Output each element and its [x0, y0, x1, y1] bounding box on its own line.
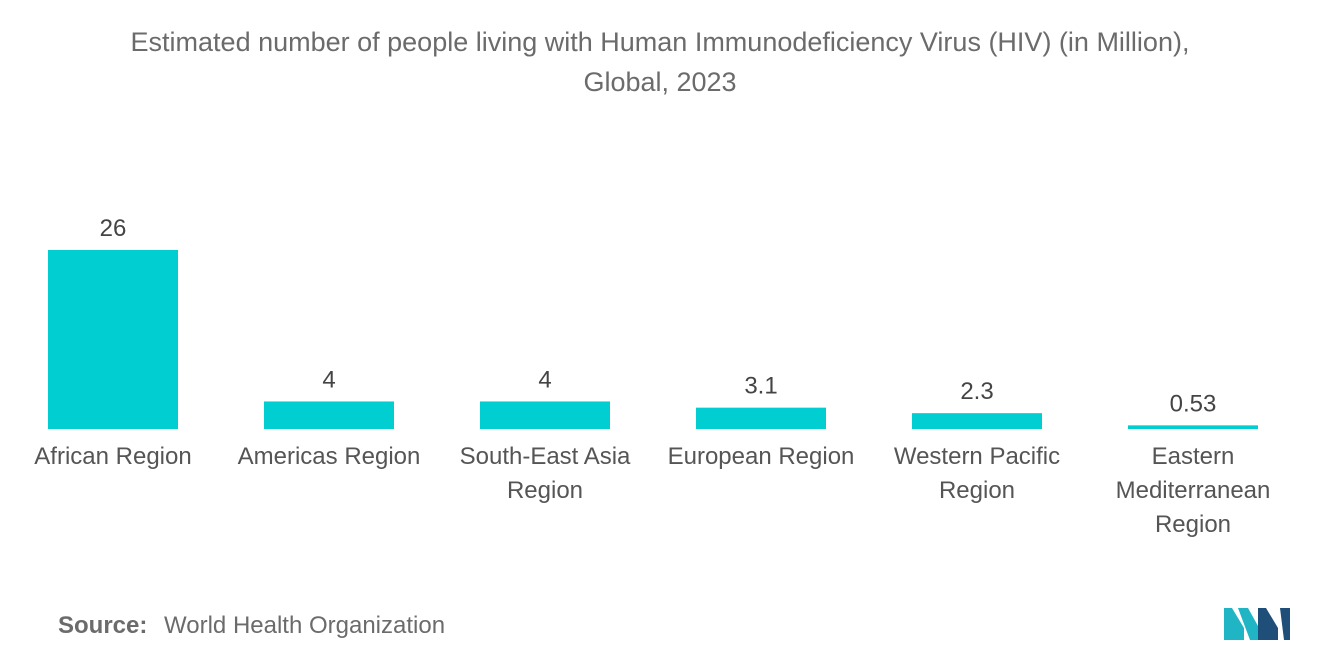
category-label: European Region — [668, 443, 855, 470]
category-label-line: Eastern — [1152, 443, 1235, 470]
category-label: South-East Asia Region — [460, 443, 631, 504]
category-label-line: Western Pacific — [894, 443, 1060, 470]
category-label-line: Region — [1155, 511, 1231, 538]
chart-title-line1: Estimated number of people living with H… — [130, 27, 1190, 57]
data-label: 4 — [322, 366, 335, 393]
category-label-line: South-East Asia — [460, 443, 631, 470]
bar — [696, 407, 826, 429]
bar-chart: 26 African Region 4 Americas Region 4 South-E… — [34, 215, 1271, 538]
category-label: Americas Region — [238, 443, 421, 470]
category-label: African Region — [34, 443, 191, 470]
category-label-line: African Region — [34, 443, 191, 470]
source-label: Source: — [58, 612, 148, 639]
category-label: Western Pacific Region — [894, 443, 1060, 504]
chart-subtitle: Global, 2023 — [583, 67, 737, 97]
source-footer: Source: World Health Organization — [58, 612, 445, 640]
brand-logo-icon — [1224, 608, 1290, 640]
bar — [48, 250, 178, 429]
data-label: 2.3 — [960, 378, 993, 405]
category-label-line: Americas Region — [238, 443, 421, 470]
data-label: 26 — [100, 215, 127, 242]
bar — [480, 401, 610, 429]
category-label: Eastern Mediterranean Region — [1116, 443, 1271, 538]
data-label: 0.53 — [1170, 390, 1217, 417]
chart-title: Estimated number of people living with H… — [0, 22, 1320, 102]
data-label: 4 — [538, 366, 551, 393]
category-label-line: Mediterranean — [1116, 477, 1271, 504]
bar — [912, 413, 1042, 429]
source-text: World Health Organization — [164, 612, 446, 639]
category-label-line: Region — [939, 477, 1015, 504]
category-label-line: European Region — [668, 443, 855, 470]
bar — [264, 401, 394, 429]
data-label: 3.1 — [744, 373, 777, 400]
category-label-line: Region — [507, 477, 583, 504]
bar — [1128, 425, 1258, 429]
